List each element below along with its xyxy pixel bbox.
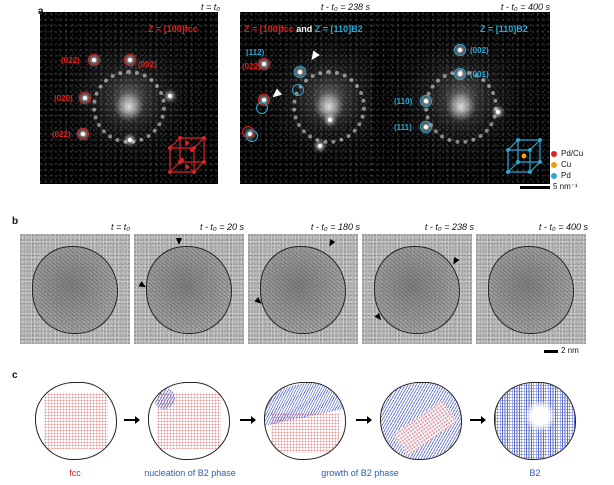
fft-core xyxy=(314,91,344,122)
tem-panel-1 xyxy=(20,234,130,344)
tem-panel-3 xyxy=(248,234,358,344)
schematic-b2 xyxy=(494,382,576,460)
miller-index: (001) xyxy=(470,70,489,79)
schematic-nucleation xyxy=(148,382,230,460)
index-circle xyxy=(79,92,91,104)
legend-item: Pd xyxy=(551,170,583,181)
arrowhead-marker xyxy=(176,238,182,245)
scale-bar-b-label: 2 nm xyxy=(561,346,579,355)
miller-index: (110) xyxy=(394,97,413,106)
caption-b2: B2 xyxy=(529,468,541,478)
legend-swatch xyxy=(551,172,557,179)
schematic-fcc xyxy=(35,382,117,460)
fft-core xyxy=(114,91,144,122)
fcc-lattice xyxy=(44,393,108,449)
zone-axis-label: Z = [110]B2 xyxy=(480,24,528,34)
tem-panel-4 xyxy=(362,234,472,344)
index-circle xyxy=(454,44,466,56)
schematic-growth-2 xyxy=(380,382,462,460)
nanoparticle-outline xyxy=(260,246,346,334)
arrow-icon xyxy=(356,416,372,424)
nanoparticle-outline xyxy=(146,246,232,334)
scale-bar-b xyxy=(544,350,558,353)
caption-nucleation: nucleation of B2 phase xyxy=(144,468,236,478)
diffraction-spot xyxy=(318,144,322,148)
nanoparticle-outline xyxy=(374,246,460,334)
legend-label: Pd/Cu xyxy=(561,149,584,158)
fft-3-time: t - t₀ = 400 s xyxy=(500,2,550,12)
miller-index: (112) xyxy=(246,48,265,57)
schematic-growth-1 xyxy=(264,382,346,460)
legend-label: Pd xyxy=(561,171,571,180)
miller-index: (111) xyxy=(394,123,412,132)
index-circle xyxy=(258,58,270,70)
zone-axis-label: Z = [100]fcc xyxy=(148,24,198,34)
fft-1-time: t = t₀ xyxy=(200,2,220,12)
panel-c-label: c xyxy=(12,370,18,381)
zone-axis-and: and xyxy=(293,24,315,34)
tem-4-time: t - t₀ = 238 s xyxy=(424,222,474,232)
b2-unit-cell-icon xyxy=(506,138,542,174)
caption-fcc: fcc xyxy=(69,468,81,478)
fcc-unit-cell-icon xyxy=(168,136,206,174)
zone-axis-b2: Z = [110]B2 xyxy=(314,24,363,34)
diffraction-spot xyxy=(496,110,500,114)
index-circle xyxy=(420,95,432,107)
zone-axis-fcc: Z = [100]fcc xyxy=(244,24,294,34)
arrow-icon xyxy=(240,416,256,424)
b2-lattice xyxy=(153,387,175,409)
tem-panel-2 xyxy=(134,234,244,344)
index-circle xyxy=(77,128,89,140)
b2-highlight xyxy=(525,401,555,431)
fft-core xyxy=(446,91,476,122)
panel-b-label: b xyxy=(12,216,19,227)
zone-axis-label: Z = [100]fcc and Z = [110]B2 xyxy=(244,24,363,34)
diffraction-spot xyxy=(328,118,332,122)
tem-panel-5 xyxy=(476,234,586,344)
legend-swatch xyxy=(551,150,557,157)
panel-a-label: a xyxy=(38,6,44,17)
legend-item: Cu xyxy=(551,159,583,170)
legend-label: Cu xyxy=(561,160,572,169)
element-legend: Pd/Cu Cu Pd xyxy=(551,148,583,181)
arrow-icon xyxy=(124,416,140,424)
legend-swatch xyxy=(551,161,557,168)
miller-index: (022) xyxy=(52,130,71,139)
index-circle xyxy=(242,126,254,138)
miller-index: (022) xyxy=(242,62,261,71)
miller-index: (002) xyxy=(470,46,489,55)
nanoparticle-outline xyxy=(32,246,118,334)
diffraction-spot xyxy=(128,138,132,142)
fft-panel-3: Z = [110]B2 (002) (001) (110) (111) xyxy=(372,12,550,184)
fft-2-time: t - t₀ = 238 s xyxy=(320,2,370,12)
miller-index: (020) xyxy=(54,94,73,103)
nanoparticle-outline xyxy=(488,246,574,334)
legend-item: Pd/Cu xyxy=(551,148,583,159)
caption-growth: growth of B2 phase xyxy=(321,468,399,478)
tem-5-time: t - t₀ = 400 s xyxy=(538,222,588,232)
scale-bar-a xyxy=(520,186,550,189)
index-circle xyxy=(420,121,432,133)
tem-3-time: t - t₀ = 180 s xyxy=(310,222,360,232)
index-circle xyxy=(454,68,466,80)
miller-index: (022) xyxy=(61,56,80,65)
tem-2-time: t - t₀ = 20 s xyxy=(199,222,244,232)
arrowhead-marker xyxy=(326,238,336,249)
fft-panel-1: Z = [100]fcc (022) (002) (020) (022) xyxy=(40,12,218,184)
tem-1-time: t = t₀ xyxy=(110,222,130,232)
index-circle xyxy=(294,66,306,78)
index-circle xyxy=(292,84,304,96)
index-circle xyxy=(124,54,136,66)
scale-bar-a-label: 5 nm⁻¹ xyxy=(553,182,578,191)
arrow-icon xyxy=(470,416,486,424)
miller-index: (002) xyxy=(138,60,157,69)
diffraction-spot xyxy=(168,94,172,98)
index-circle xyxy=(256,102,268,114)
index-circle xyxy=(88,54,100,66)
fft-ring xyxy=(292,69,366,144)
